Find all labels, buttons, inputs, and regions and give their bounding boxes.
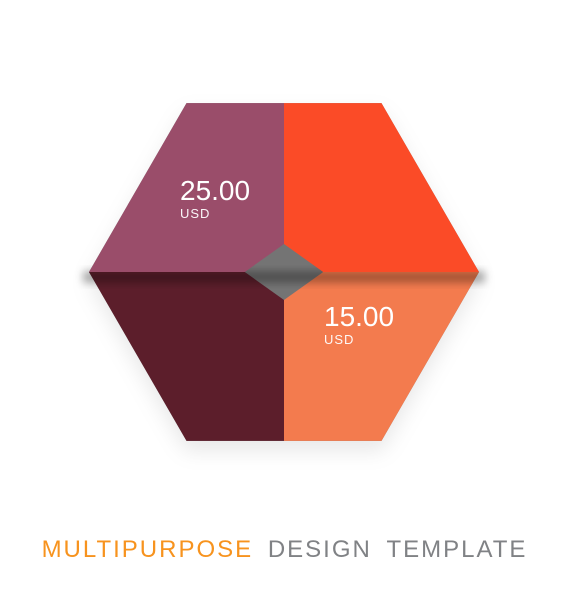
hex-segment-top-right xyxy=(284,103,479,272)
price-top-amount: 25.00 xyxy=(180,176,250,205)
price-top-currency: USD xyxy=(180,207,250,221)
price-bottom: 15.00 USD xyxy=(324,302,394,347)
footer-word-3: TEMPLATE xyxy=(387,536,528,563)
hex-segment-bottom-left xyxy=(89,272,284,441)
hex-segment-bottom-right xyxy=(284,272,479,441)
hexagon-infographic xyxy=(0,0,569,600)
price-bottom-currency: USD xyxy=(324,333,394,347)
footer-word-1: MULTIPURPOSE xyxy=(42,536,254,563)
price-bottom-amount: 15.00 xyxy=(324,302,394,331)
footer-word-2: DESIGN xyxy=(268,536,372,563)
footer-title: MULTIPURPOSE DESIGN TEMPLATE xyxy=(0,536,569,564)
price-top: 25.00 USD xyxy=(180,176,250,221)
stage: 25.00 USD 15.00 USD MULTIPURPOSE DESIGN … xyxy=(0,0,569,600)
